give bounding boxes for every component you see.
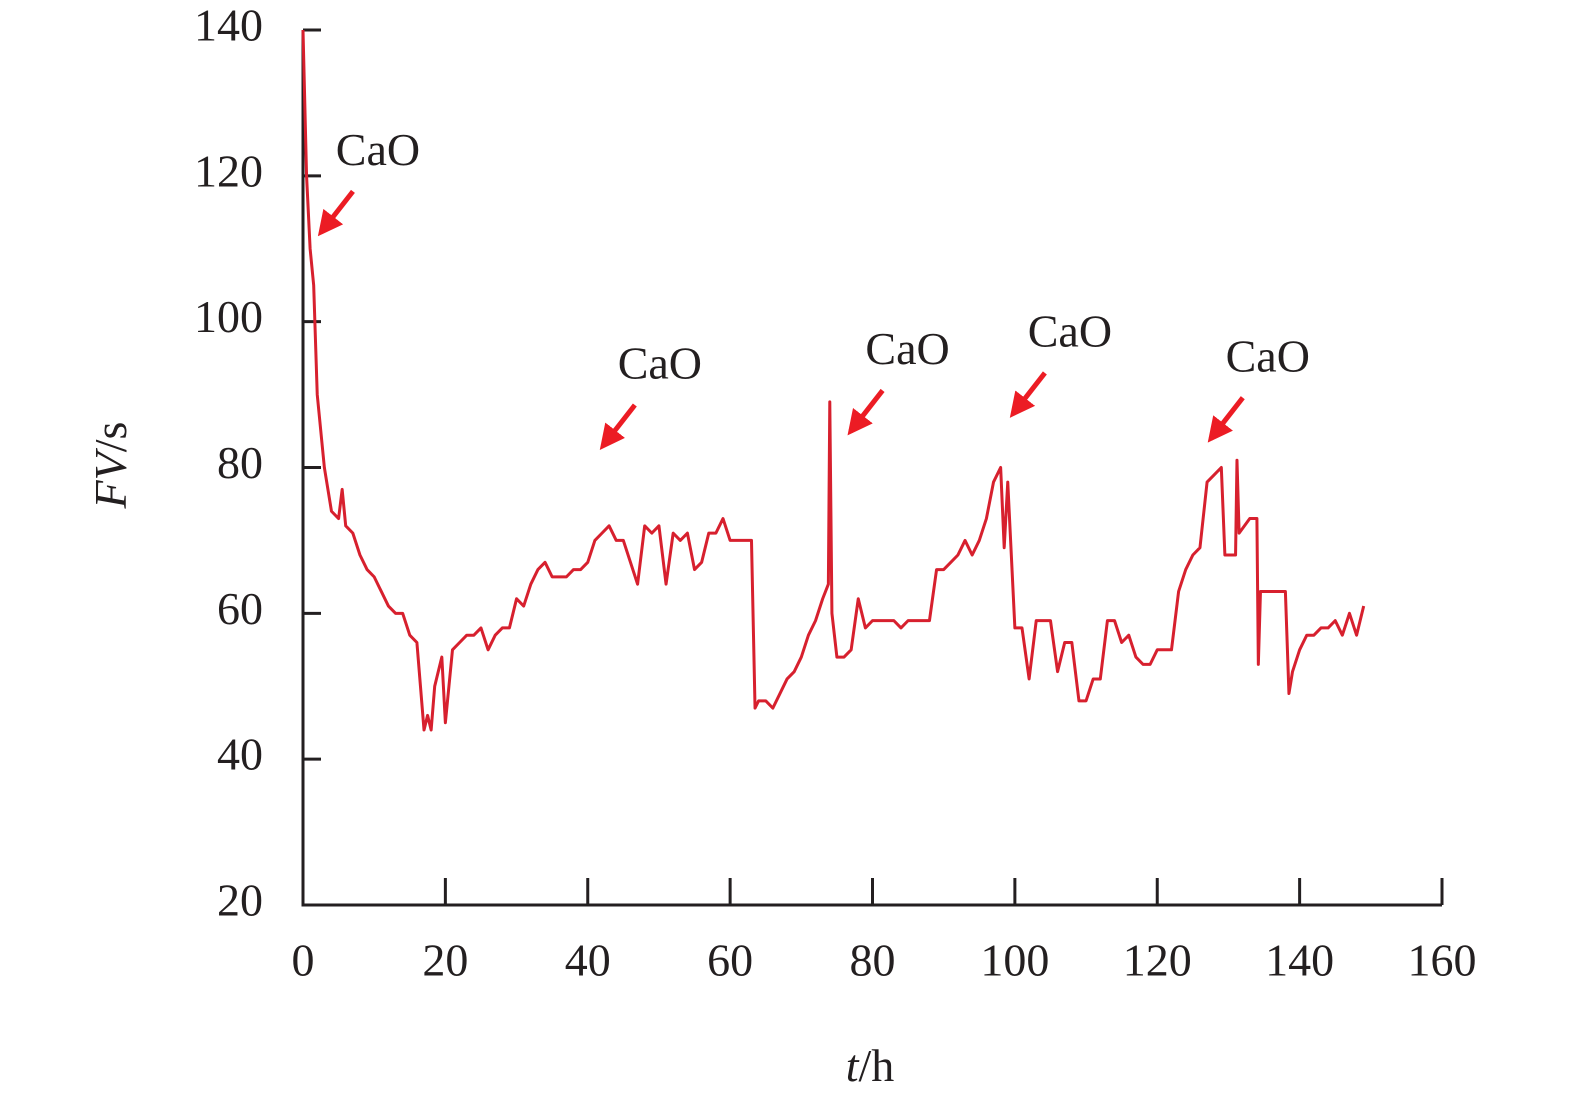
x-tick-label: 0: [292, 935, 315, 986]
axes: [301, 30, 1442, 907]
annotation-arrow: [599, 403, 637, 450]
annotation-label: CaO: [336, 124, 420, 175]
x-tick-label: 160: [1408, 935, 1477, 986]
annotation-arrow: [847, 388, 885, 436]
x-tick-label: 20: [422, 935, 468, 986]
y-tick-label: 100: [194, 291, 263, 342]
x-tick-label: 140: [1265, 935, 1334, 986]
x-label-unit: /h: [859, 1040, 895, 1091]
annotation-label: CaO: [1226, 330, 1310, 381]
y-tick-label: 40: [217, 729, 263, 780]
y-axis-label: FV/s: [85, 422, 136, 510]
x-tick-label: 80: [850, 935, 896, 986]
line: [301, 29, 1366, 732]
annotation-label: CaO: [865, 323, 949, 374]
annotation-arrow: [1207, 396, 1245, 443]
x-tick-label: 60: [707, 935, 753, 986]
y-tick-label: 80: [217, 437, 263, 488]
x-tick-label: 120: [1123, 935, 1192, 986]
y-tick-label: 20: [217, 875, 263, 926]
x-label-symbol: t: [846, 1040, 860, 1091]
annotation-arrow: [317, 189, 355, 237]
x-axis-label: t/h: [846, 1040, 895, 1091]
x-tick-label: 100: [980, 935, 1049, 986]
y-tick-label: 140: [194, 0, 263, 51]
annotation-label: CaO: [618, 338, 702, 389]
y-tick-label: 120: [194, 145, 263, 196]
x-tick-label: 40: [565, 935, 611, 986]
y-label-unit: /s: [85, 422, 136, 453]
annotation-label: CaO: [1028, 305, 1112, 356]
y-tick-label: 60: [217, 583, 263, 634]
y-label-symbol: FV: [85, 447, 136, 509]
annotation-arrow: [1009, 371, 1047, 418]
